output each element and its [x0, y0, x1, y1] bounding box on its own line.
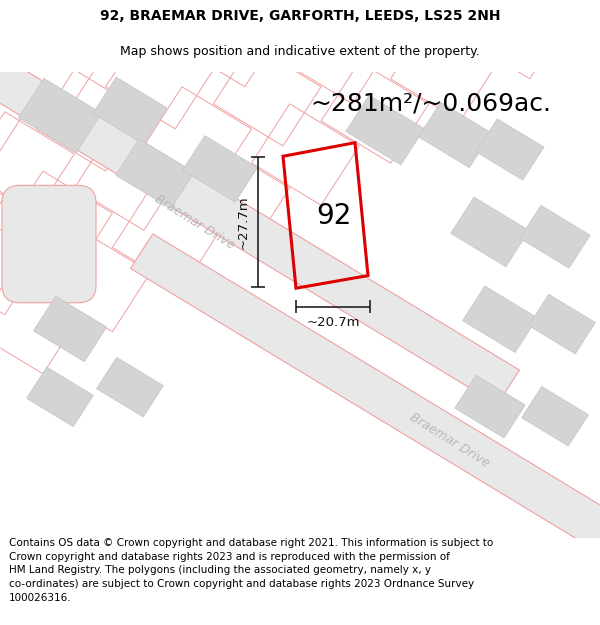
Text: ~20.7m: ~20.7m — [306, 316, 360, 329]
Polygon shape — [97, 357, 163, 417]
Text: 92: 92 — [316, 202, 351, 229]
FancyBboxPatch shape — [2, 186, 96, 302]
Polygon shape — [93, 77, 167, 144]
Polygon shape — [34, 296, 107, 362]
Text: ~281m²/~0.069ac.: ~281m²/~0.069ac. — [310, 92, 551, 116]
Polygon shape — [346, 95, 424, 165]
Polygon shape — [0, 21, 520, 404]
Polygon shape — [463, 286, 538, 352]
Polygon shape — [19, 78, 101, 152]
Polygon shape — [529, 294, 595, 354]
Polygon shape — [521, 386, 589, 446]
Polygon shape — [455, 375, 525, 438]
Text: ~27.7m: ~27.7m — [236, 196, 250, 249]
Polygon shape — [476, 119, 544, 180]
Polygon shape — [182, 136, 257, 202]
Polygon shape — [520, 206, 590, 268]
Polygon shape — [26, 367, 94, 427]
Text: Map shows position and indicative extent of the property.: Map shows position and indicative extent… — [120, 45, 480, 58]
Polygon shape — [451, 197, 529, 267]
Polygon shape — [131, 234, 600, 618]
Text: Braemar Drive: Braemar Drive — [153, 192, 237, 252]
Text: Braemar Drive: Braemar Drive — [408, 411, 492, 470]
Text: Contains OS data © Crown copyright and database right 2021. This information is : Contains OS data © Crown copyright and d… — [9, 538, 493, 602]
Text: 92, BRAEMAR DRIVE, GARFORTH, LEEDS, LS25 2NH: 92, BRAEMAR DRIVE, GARFORTH, LEEDS, LS25… — [100, 9, 500, 22]
Polygon shape — [418, 102, 491, 168]
Polygon shape — [116, 139, 194, 209]
